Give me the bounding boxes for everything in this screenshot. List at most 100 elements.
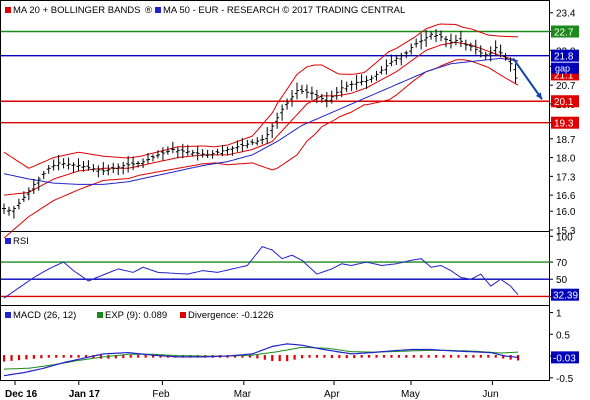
divergence-bar: [151, 355, 155, 358]
price-bar: [6, 206, 11, 216]
macd-current-label: -0.03: [553, 353, 576, 364]
forecast-arrow-head-icon: [535, 92, 542, 100]
price-tick-label: 18.0: [556, 154, 576, 165]
price-bar: [389, 54, 394, 67]
macd-legend: MACD (26, 12) EXP (9): 0.089 Divergence:…: [5, 310, 274, 321]
price-bar: [36, 176, 41, 191]
divergence-bar: [397, 355, 401, 358]
divergence-bar: [84, 355, 88, 358]
price-tick-label: 23.4: [556, 9, 576, 20]
divergence-bar: [286, 355, 289, 362]
last-price-label: 21.1: [554, 70, 574, 81]
price-bar: [334, 87, 339, 100]
divergence-bar: [323, 355, 326, 358]
price-bar: [195, 145, 200, 161]
macd-plot: [3, 343, 520, 377]
divergence-bar: [382, 355, 386, 358]
divergence-bar: [457, 355, 460, 358]
price-bar: [424, 30, 429, 47]
price-bar: [180, 143, 185, 159]
price-bar: [26, 187, 31, 201]
divergence-bar: [330, 355, 333, 359]
divergence-bar: [360, 355, 363, 358]
rsi-current-box: [551, 288, 579, 301]
price-bar: [61, 158, 66, 169]
price-bar: [41, 170, 46, 180]
price-bar: [155, 150, 160, 159]
price-bar: [473, 39, 478, 55]
y-axes: 15.316.016.617.318.018.719.320.020.721.4…: [550, 9, 579, 385]
price-bar: [91, 164, 96, 173]
price-bar: [136, 161, 141, 168]
price-bar: [364, 75, 369, 89]
divergence-bar: [278, 355, 281, 362]
price-bar: [513, 63, 518, 84]
price-bar: [51, 159, 56, 171]
divergence-bar: [271, 355, 274, 362]
price-bar: [46, 165, 51, 174]
price-plot: [1, 23, 550, 239]
rsi-tick-label: 100: [556, 232, 573, 243]
price-bar: [96, 165, 101, 178]
price-bar: [165, 146, 170, 155]
divergence-bar: [464, 355, 468, 358]
divergence-bar: [159, 355, 162, 358]
price-bar: [508, 57, 513, 72]
legend-rsi-label: RSI: [13, 236, 29, 247]
divergence-bar: [502, 355, 505, 359]
price-bar: [503, 53, 508, 61]
price-bar: [146, 152, 151, 164]
x-tick-label: May: [401, 389, 420, 400]
divergence-bar: [32, 355, 35, 359]
level-label-box-resistance: [551, 25, 579, 38]
price-bar: [190, 149, 195, 157]
macd-current-box: [551, 351, 579, 364]
x-axis: Dec 16 Jan 17 Feb Mar Apr May Jun: [5, 380, 499, 400]
divergence-bar: [293, 355, 296, 360]
divergence-bar: [412, 355, 415, 358]
price-bar: [319, 93, 324, 103]
price-bar: [478, 45, 483, 58]
legend-macd-swatch: [5, 312, 11, 318]
level-label-box-pivot: [551, 49, 579, 62]
divergence-bar: [300, 355, 304, 359]
price-bar: [399, 52, 404, 66]
price-bar: [498, 44, 503, 58]
divergence-bar: [114, 355, 117, 359]
legend-div-label: Divergence: -0.1226: [188, 310, 274, 321]
divergence-bar: [517, 355, 520, 361]
price-bar: [21, 191, 26, 202]
macd-tick-label: 0.5: [556, 330, 570, 341]
price-bar: [106, 164, 111, 176]
price-bar: [175, 147, 180, 159]
divergence-bar: [494, 355, 497, 358]
price-bar: [56, 154, 61, 171]
divergence-bar: [47, 355, 50, 358]
price-bar: [250, 139, 255, 146]
price-bar: [280, 104, 285, 121]
price-bar: [374, 70, 379, 81]
price-bar: [160, 147, 165, 161]
price-bar: [205, 149, 210, 158]
x-tick-label: Apr: [324, 389, 340, 400]
x-tick-label: Jan 17: [69, 389, 101, 400]
x-tick-label: Feb: [152, 389, 170, 400]
price-bar: [290, 89, 295, 107]
price-bar: [488, 46, 493, 62]
divergence-bar: [129, 355, 132, 358]
macd-tick-label: 1: [556, 309, 562, 320]
divergence-bar: [144, 355, 147, 358]
price-bar: [150, 154, 155, 162]
divergence-bar: [256, 355, 259, 359]
macd-line: [3, 343, 519, 377]
price-bar: [463, 39, 468, 51]
price-bar: [2, 203, 6, 214]
level-label-support1: 20.1: [554, 97, 574, 108]
price-bar: [344, 81, 349, 93]
price-bar: [270, 123, 275, 139]
divergence-bar: [449, 355, 453, 358]
price-bar: [369, 75, 374, 83]
price-bar: [468, 42, 473, 52]
price-bar: [414, 38, 419, 48]
